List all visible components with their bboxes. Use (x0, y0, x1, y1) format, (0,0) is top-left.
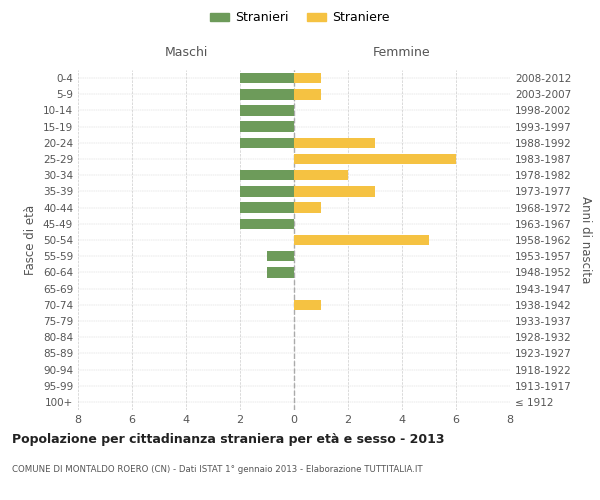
Bar (267, 267, 294, 278)
Bar (294, 202, 321, 213)
Bar (294, 138, 375, 148)
Bar (267, 251, 294, 262)
Text: Popolazione per cittadinanza straniera per età e sesso - 2013: Popolazione per cittadinanza straniera p… (12, 432, 445, 446)
Bar (294, 186, 375, 196)
Bar (294, 154, 456, 164)
Bar (294, 170, 348, 180)
Bar (240, 122, 294, 132)
Bar (294, 89, 321, 100)
Bar (240, 202, 294, 213)
Text: Femmine: Femmine (373, 46, 431, 59)
Bar (294, 300, 321, 310)
Text: COMUNE DI MONTALDO ROERO (CN) - Dati ISTAT 1° gennaio 2013 - Elaborazione TUTTIT: COMUNE DI MONTALDO ROERO (CN) - Dati IST… (12, 465, 422, 474)
Bar (294, 234, 429, 246)
Bar (240, 73, 294, 84)
Bar (240, 170, 294, 180)
Bar (294, 73, 321, 84)
Bar (240, 186, 294, 196)
Bar (240, 89, 294, 100)
Text: Maschi: Maschi (164, 46, 208, 59)
Bar (240, 105, 294, 116)
Y-axis label: Fasce di età: Fasce di età (25, 205, 37, 275)
Bar (240, 138, 294, 148)
Y-axis label: Anni di nascita: Anni di nascita (578, 196, 592, 284)
Legend: Stranieri, Straniere: Stranieri, Straniere (205, 6, 395, 29)
Bar (240, 218, 294, 229)
